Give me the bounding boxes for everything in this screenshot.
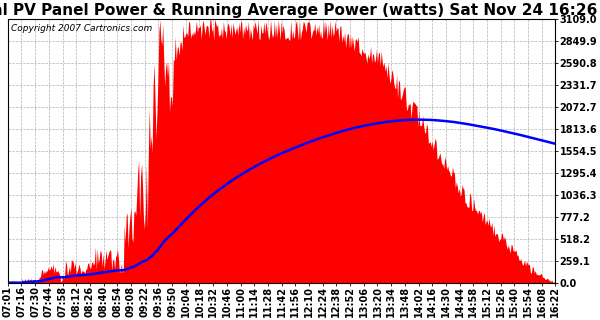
Title: Total PV Panel Power & Running Average Power (watts) Sat Nov 24 16:26: Total PV Panel Power & Running Average P…: [0, 3, 597, 18]
Text: Copyright 2007 Cartronics.com: Copyright 2007 Cartronics.com: [11, 24, 152, 33]
